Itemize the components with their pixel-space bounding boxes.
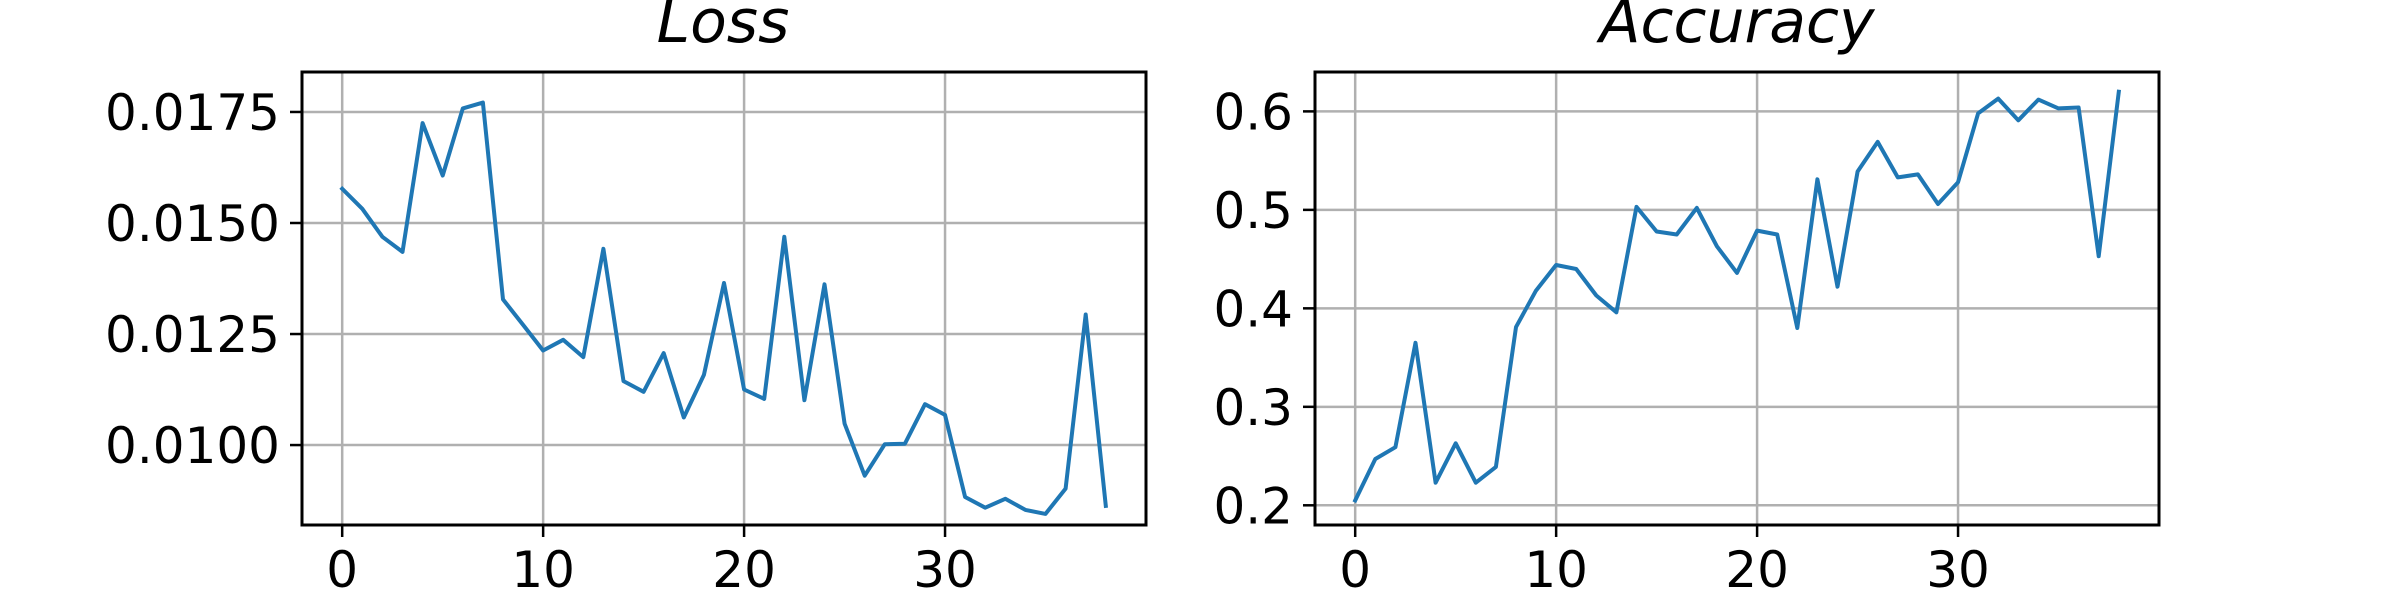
x-tick-label: 30 <box>913 541 977 599</box>
loss-ticks <box>290 110 947 537</box>
accuracy-ticks <box>1303 110 1960 537</box>
y-tick-label: 0.6 <box>1213 83 1293 141</box>
loss-grid <box>302 72 1146 525</box>
series-line <box>339 100 1108 516</box>
y-tick-label: 0.4 <box>1213 280 1293 338</box>
y-tick-label: 0.3 <box>1213 379 1293 437</box>
x-tick-label: 20 <box>712 541 776 599</box>
accuracy-grid <box>1315 72 2159 525</box>
loss-chart-title: Loss <box>657 0 790 57</box>
x-tick-label: 0 <box>1339 541 1371 599</box>
x-tick-label: 0 <box>326 541 358 599</box>
accuracy-x-tick-labels: 0 10 20 30 <box>1339 541 1990 599</box>
loss-y-tick-labels: 0.0100 0.0125 0.0150 0.0175 <box>105 84 280 475</box>
y-tick-label: 0.0100 <box>105 417 280 475</box>
series-line <box>1352 89 2122 504</box>
x-tick-label: 10 <box>1524 541 1588 599</box>
y-tick-label: 0.5 <box>1213 182 1293 240</box>
accuracy-plot-frame <box>1313 70 2161 527</box>
loss-chart: Loss 0 10 20 30 0.0100 0.0125 0.0150 0.0… <box>105 0 1148 599</box>
accuracy-series <box>1352 89 2122 504</box>
loss-series <box>339 100 1108 516</box>
accuracy-y-tick-labels: 0.2 0.3 0.4 0.5 0.6 <box>1213 83 1293 535</box>
accuracy-chart-title: Accuracy <box>1596 0 1876 57</box>
loss-plot-frame <box>300 70 1148 527</box>
y-tick-label: 0.0150 <box>105 195 280 253</box>
y-tick-label: 0.0125 <box>105 306 280 364</box>
accuracy-chart: Accuracy 0 10 20 30 0.2 0.3 0.4 0.5 0.6 <box>1213 0 2161 599</box>
x-tick-label: 20 <box>1725 541 1789 599</box>
y-tick-label: 0.0175 <box>105 84 280 142</box>
x-tick-label: 30 <box>1926 541 1990 599</box>
loss-x-tick-labels: 0 10 20 30 <box>326 541 977 599</box>
y-tick-label: 0.2 <box>1213 477 1293 535</box>
x-tick-label: 10 <box>511 541 575 599</box>
